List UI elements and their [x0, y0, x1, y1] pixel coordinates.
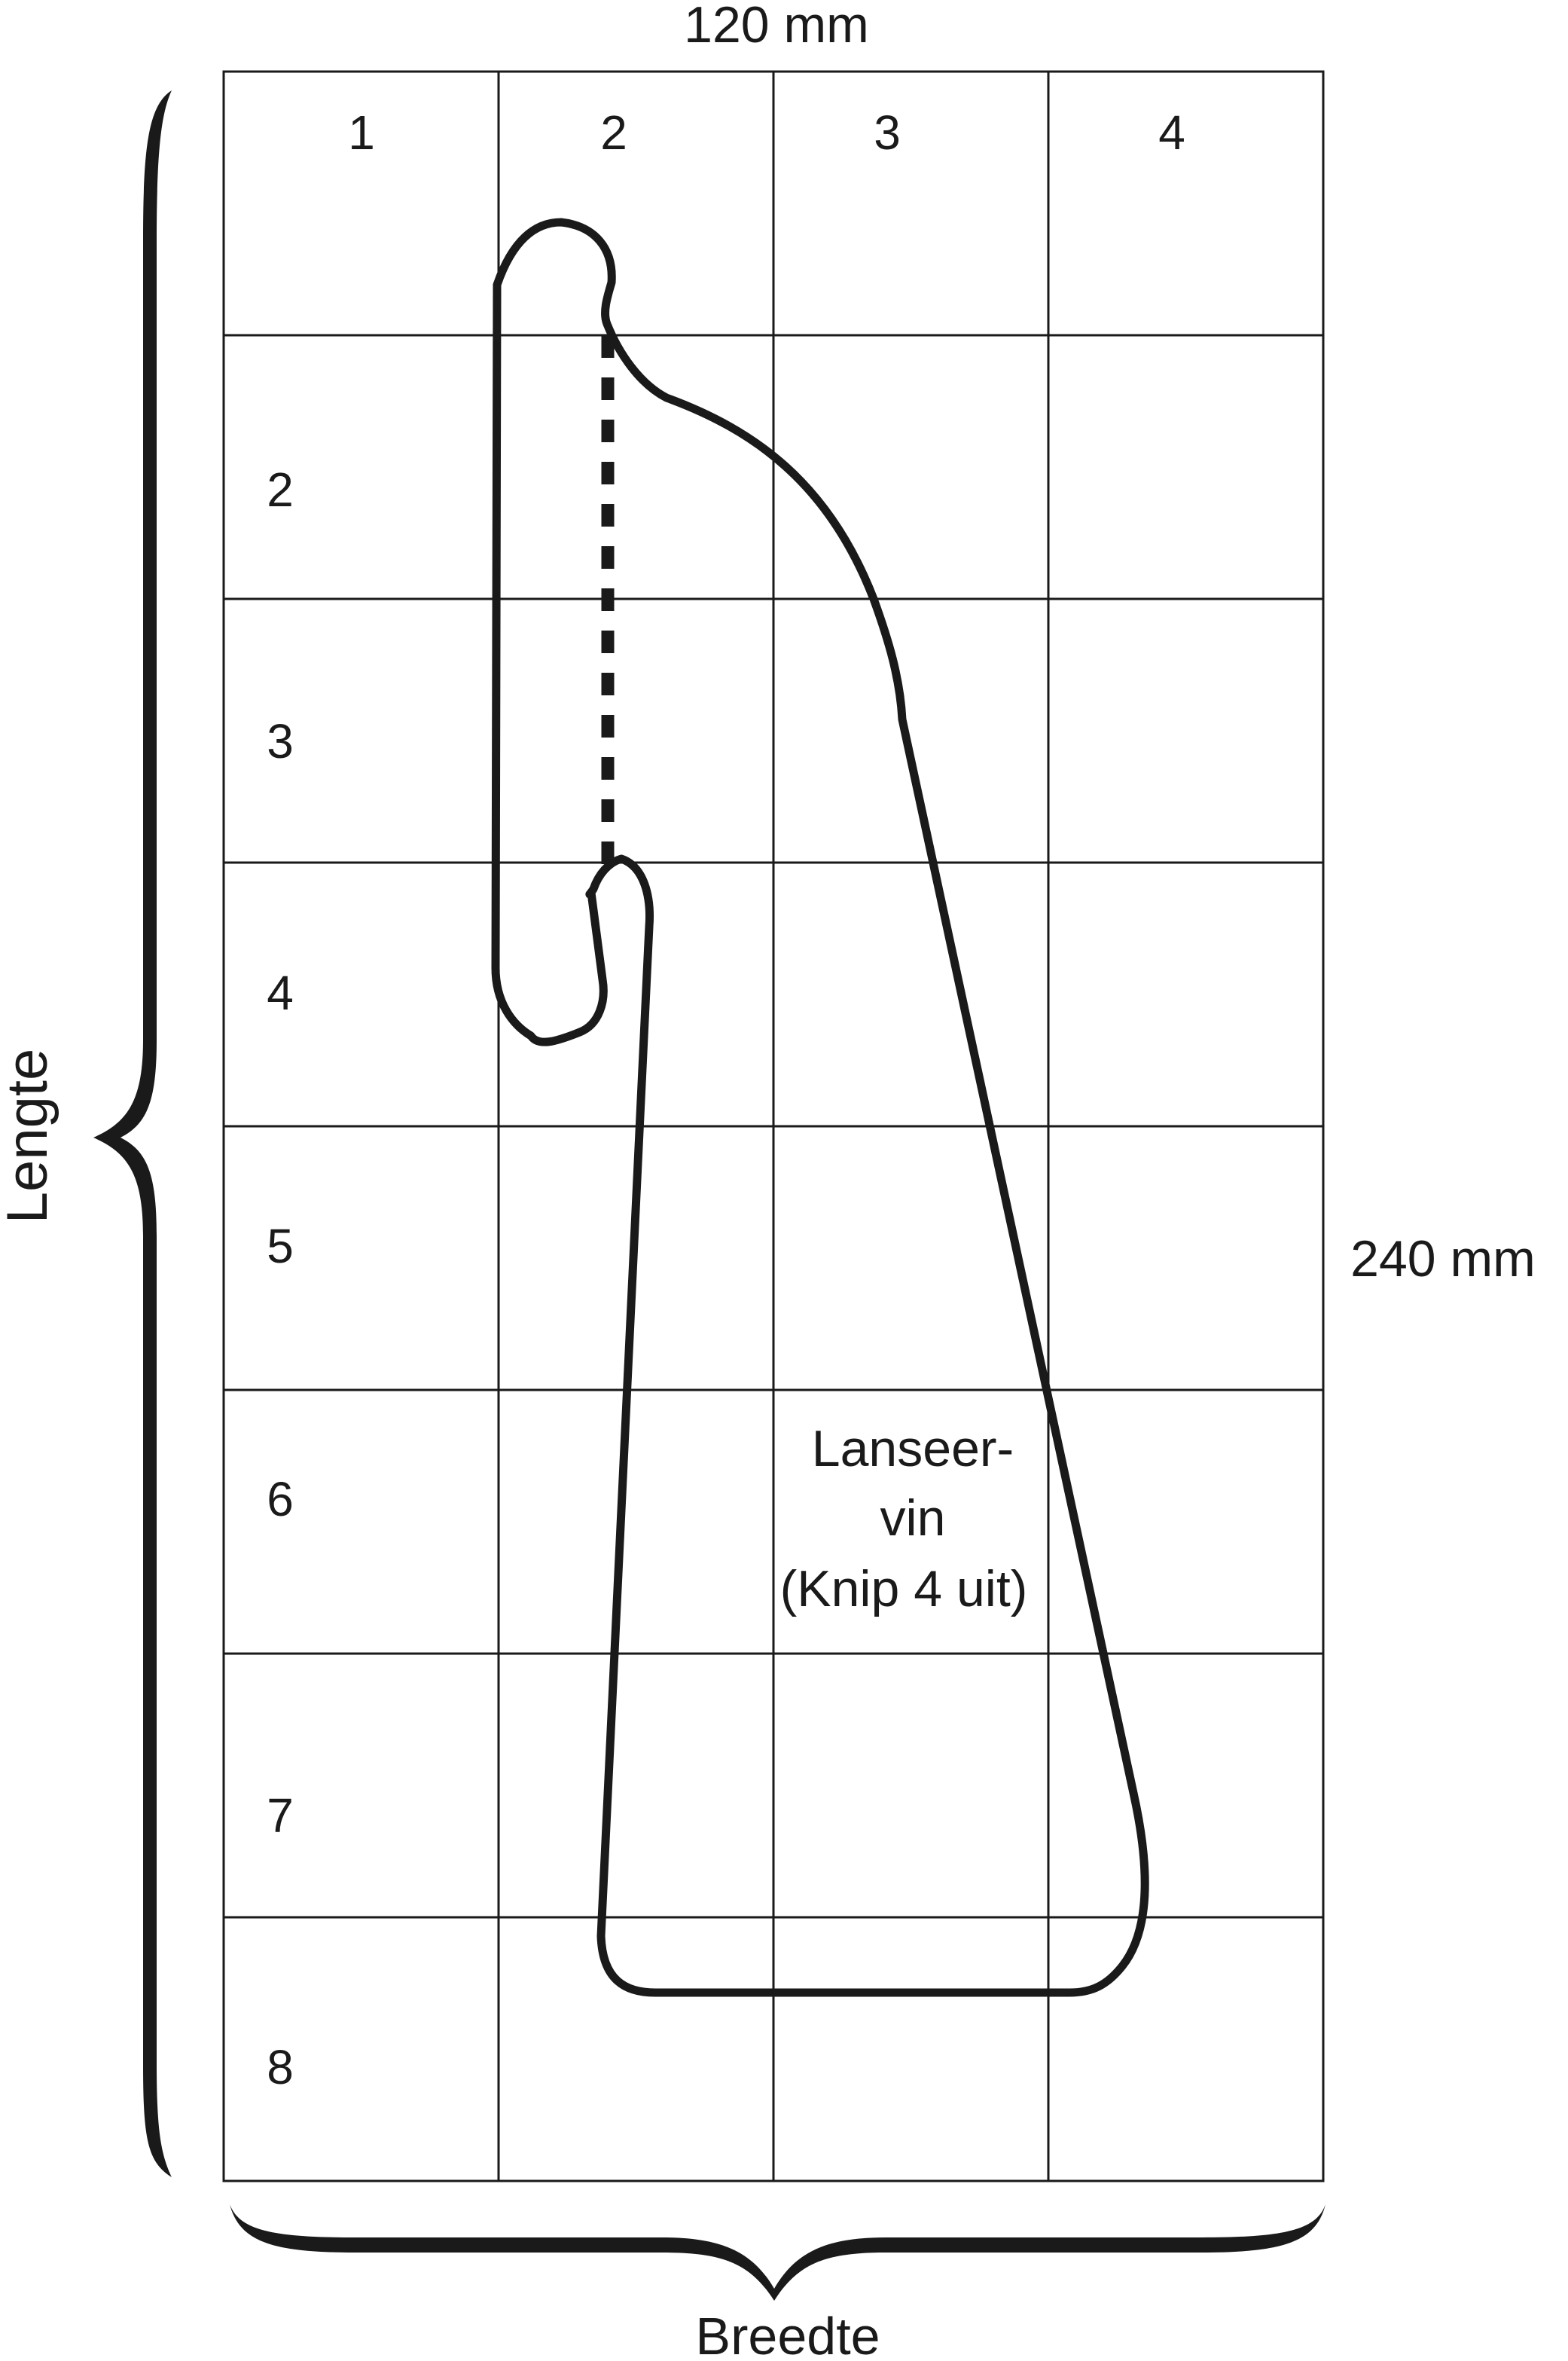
row-label: 7	[267, 1788, 294, 1843]
length-axis-label: Lengte	[0, 1049, 59, 1223]
row-label: 6	[267, 1472, 294, 1526]
length-dimension-label: 240 mm	[1350, 1230, 1536, 1287]
width-dimension-label: 120 mm	[684, 0, 869, 53]
column-label: 2	[600, 105, 627, 160]
row-label: 4	[267, 966, 294, 1020]
pattern-grid	[222, 70, 1325, 2182]
fin-outline	[491, 218, 1149, 1997]
column-labels: 1 2 3 4	[348, 105, 1185, 160]
length-brace	[93, 90, 172, 2177]
part-name-line2: vin	[880, 1489, 946, 1547]
part-label: Lanseer- vin (Knip 4 uit)	[780, 1420, 1028, 1617]
column-label: 3	[874, 105, 901, 160]
column-label: 1	[348, 105, 375, 160]
row-label: 5	[267, 1219, 294, 1273]
row-label: 3	[267, 714, 294, 768]
column-label: 4	[1158, 105, 1185, 160]
row-labels: 2 3 4 5 6 7 8	[267, 463, 294, 2094]
row-label: 2	[267, 463, 294, 517]
width-axis-label: Breedte	[695, 2307, 880, 2361]
part-name-line1: Lanseer-	[812, 1420, 1014, 1477]
width-brace	[230, 2204, 1325, 2301]
part-instruction: (Knip 4 uit)	[780, 1560, 1028, 1617]
row-label: 8	[267, 2040, 294, 2094]
